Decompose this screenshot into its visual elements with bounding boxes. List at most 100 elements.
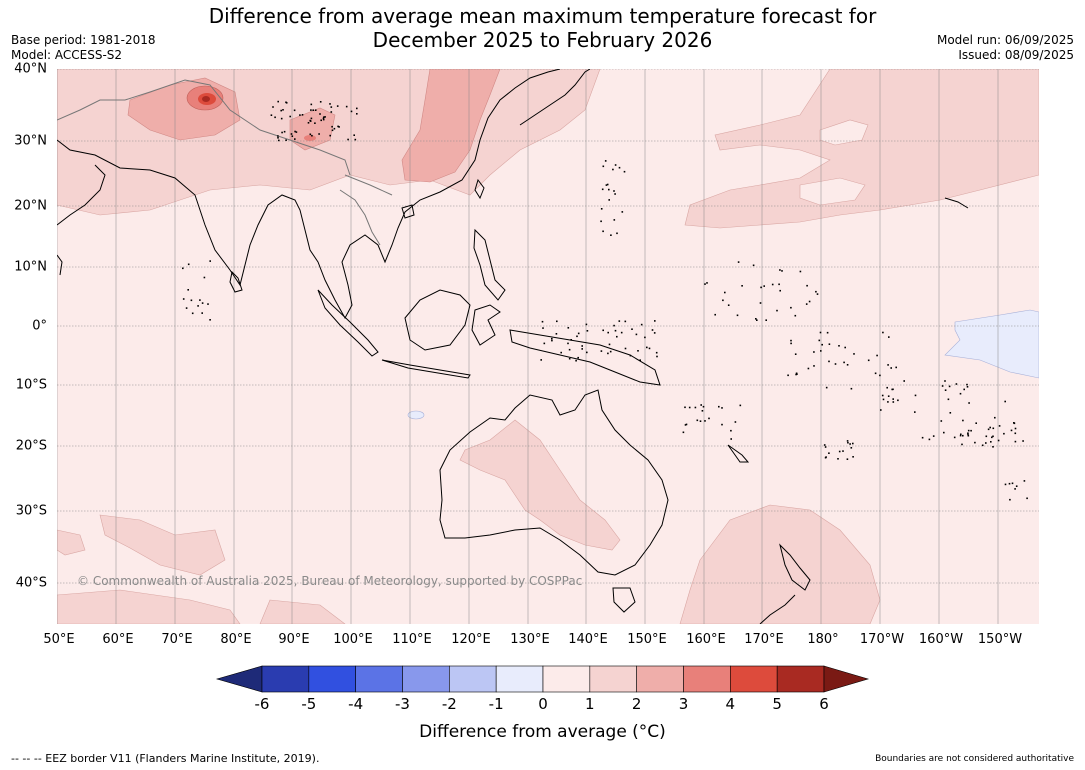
island-dot: [299, 114, 301, 116]
island-dot: [314, 109, 317, 111]
island-dot: [637, 350, 639, 352]
island-dot: [620, 331, 623, 334]
island-dot: [699, 420, 702, 422]
island-dot: [721, 407, 723, 409]
latitude-label: 20°N: [14, 198, 47, 214]
island-dot: [849, 443, 851, 445]
island-dot: [607, 331, 609, 334]
island-dot: [867, 359, 870, 362]
island-dot: [821, 343, 823, 346]
island-dot: [755, 318, 757, 320]
island-dot: [295, 131, 298, 133]
island-dot: [828, 343, 831, 345]
anomaly-hot-spots: [186, 85, 316, 141]
island-dot: [1008, 482, 1011, 485]
border-indochina: [339, 189, 381, 246]
latitude-label: 20°S: [15, 438, 47, 454]
island-dot: [651, 329, 654, 331]
island-dot: [887, 364, 889, 366]
island-dot: [199, 299, 201, 301]
island-dot: [790, 306, 792, 309]
island-dot: [850, 387, 853, 390]
title-line-2: December 2025 to February 2026: [372, 28, 713, 52]
island-dot: [890, 367, 892, 369]
island-dot: [568, 357, 571, 360]
island-dot: [966, 386, 969, 388]
coast-australia: [439, 389, 669, 576]
island-dot: [684, 406, 686, 409]
island-dot: [310, 109, 312, 111]
island-dot: [576, 335, 578, 338]
island-dot: [1015, 485, 1018, 487]
island-dot: [556, 320, 558, 323]
model-run-date: Model run: 06/09/2025: [936, 33, 1074, 47]
latitude-label: 30°S: [15, 503, 47, 519]
island-dot: [968, 402, 970, 404]
longitude-label: 160°E: [686, 632, 726, 647]
island-dot: [932, 435, 935, 437]
island-dot: [975, 422, 977, 424]
island-dot: [882, 398, 885, 401]
island-dot: [781, 270, 783, 272]
island-dot: [853, 353, 855, 355]
coast-sri-lanka: [229, 270, 243, 293]
coast-new-caledonia: [727, 444, 750, 463]
island-dot: [280, 109, 282, 112]
island-dot: [1004, 400, 1006, 403]
colorbar-tick-label: -6: [254, 695, 270, 713]
island-dot: [806, 284, 808, 287]
region-south-indian-2: [57, 589, 241, 624]
island-dot: [624, 347, 627, 350]
island-dot: [991, 436, 993, 439]
island-dot: [586, 330, 589, 332]
island-dot: [756, 319, 758, 321]
island-dot: [209, 319, 211, 321]
island-dot: [560, 351, 562, 354]
island-dot: [319, 101, 322, 103]
island-dot: [610, 234, 612, 236]
latitude-label: 0°: [32, 318, 47, 334]
island-dot: [944, 380, 946, 382]
island-dot: [843, 361, 845, 364]
island-dot: [320, 119, 322, 122]
colorbar-segment: [402, 665, 450, 693]
longitude-label: 170°E: [744, 632, 784, 647]
island-dot: [947, 398, 950, 401]
island-dot: [818, 339, 821, 342]
island-dot: [272, 106, 274, 108]
island-dot: [294, 138, 296, 140]
island-dot: [290, 133, 293, 135]
island-dot: [602, 230, 604, 233]
island-dot: [887, 395, 890, 397]
longitude-label: 100°E: [333, 632, 373, 647]
island-dot: [790, 342, 792, 345]
island-dot: [739, 404, 742, 407]
island-dot: [356, 113, 358, 115]
island-dot: [201, 312, 203, 314]
island-dot: [618, 166, 621, 169]
hot-spot-5-6: [202, 96, 210, 102]
island-dot: [602, 329, 604, 332]
island-dot: [787, 374, 789, 377]
island-dot: [837, 458, 839, 460]
island-dot: [312, 109, 314, 111]
colorbar: [215, 665, 870, 693]
island-dot: [656, 355, 658, 358]
island-dot: [914, 394, 917, 397]
island-dot: [585, 323, 588, 326]
island-dot: [882, 331, 884, 334]
island-dot: [607, 352, 609, 355]
island-dot: [799, 270, 802, 273]
island-dot: [329, 134, 331, 137]
coast-new-zealand-south: [759, 594, 796, 624]
island-dot: [356, 107, 358, 110]
island-dot: [604, 160, 607, 162]
island-dot: [608, 343, 611, 346]
island-dot: [281, 131, 283, 134]
island-dot: [600, 350, 603, 352]
colorbar-segment: [683, 665, 731, 693]
meridians: [57, 69, 999, 624]
island-dot: [842, 450, 844, 452]
island-dot: [998, 425, 1001, 427]
country-borders: [57, 79, 393, 246]
